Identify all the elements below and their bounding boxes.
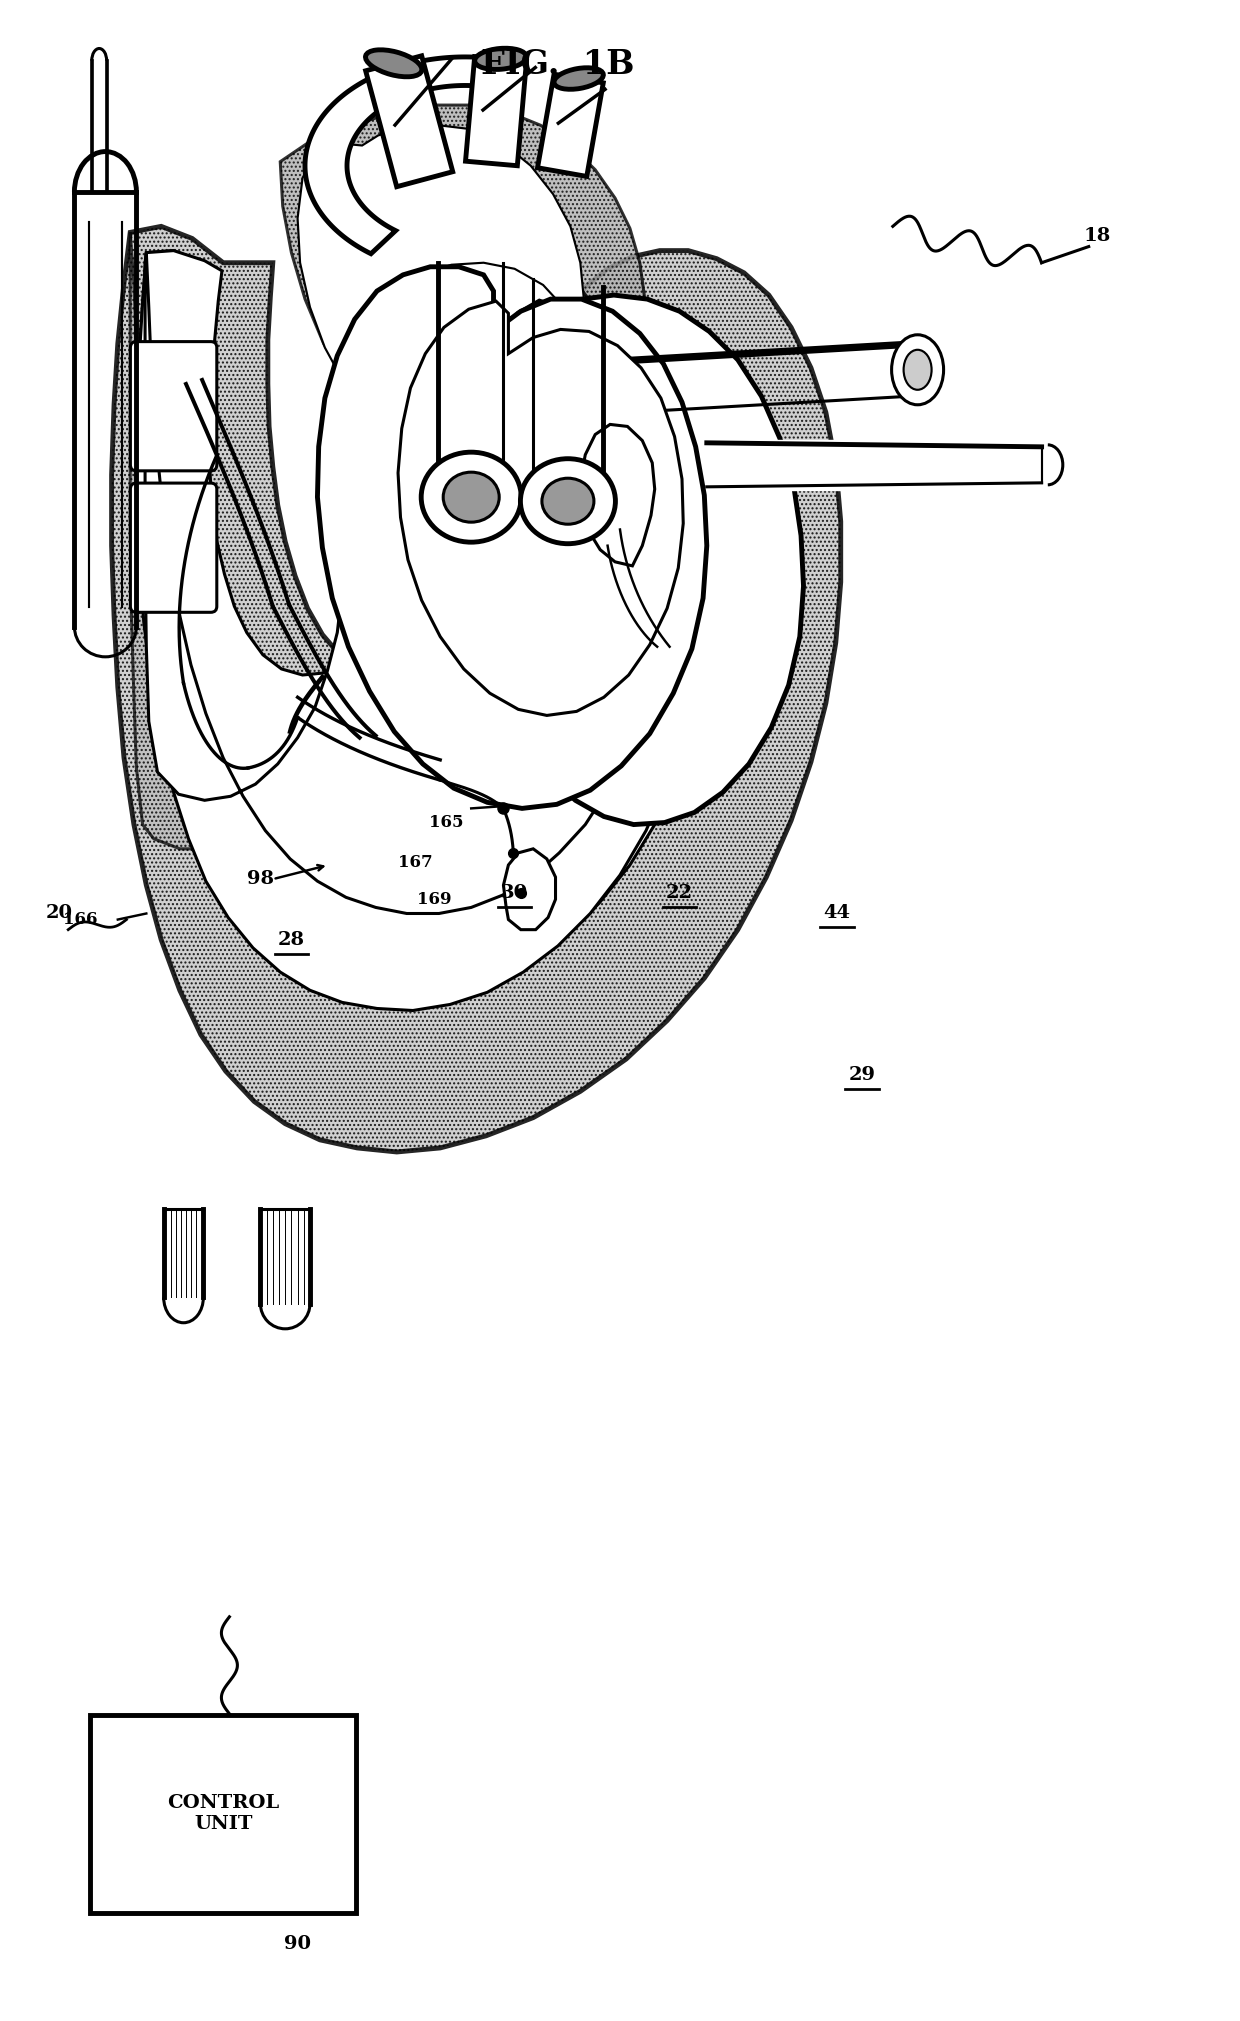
Text: 90: 90 [284, 1936, 311, 1952]
Polygon shape [458, 295, 804, 825]
Polygon shape [136, 251, 703, 1010]
Ellipse shape [422, 453, 521, 542]
Ellipse shape [542, 479, 594, 523]
Polygon shape [298, 125, 584, 461]
Polygon shape [317, 267, 707, 808]
Polygon shape [537, 75, 604, 176]
Ellipse shape [475, 49, 527, 69]
Polygon shape [145, 253, 652, 913]
Text: 28: 28 [278, 932, 305, 948]
Ellipse shape [443, 473, 500, 521]
Text: FIG.  1B: FIG. 1B [481, 49, 635, 81]
Polygon shape [377, 263, 593, 548]
Polygon shape [305, 57, 515, 255]
Ellipse shape [554, 69, 604, 89]
Ellipse shape [366, 51, 422, 77]
Polygon shape [503, 849, 556, 930]
Polygon shape [580, 424, 655, 566]
Polygon shape [136, 251, 717, 998]
Text: 29: 29 [848, 1067, 875, 1083]
FancyBboxPatch shape [91, 1716, 356, 1912]
Text: 20: 20 [46, 905, 73, 922]
Text: 166: 166 [63, 911, 98, 928]
Text: 44: 44 [823, 905, 851, 922]
Ellipse shape [521, 459, 615, 544]
Polygon shape [112, 226, 841, 1152]
FancyBboxPatch shape [130, 342, 217, 471]
Text: 22: 22 [666, 885, 693, 901]
Polygon shape [280, 105, 645, 487]
FancyBboxPatch shape [130, 483, 217, 612]
Text: 18: 18 [1084, 228, 1111, 245]
Ellipse shape [904, 350, 931, 390]
Text: 167: 167 [398, 855, 433, 871]
Text: CONTROL
UNIT: CONTROL UNIT [167, 1795, 279, 1833]
Polygon shape [353, 243, 622, 584]
Polygon shape [398, 301, 683, 715]
Text: 165: 165 [429, 814, 464, 831]
Text: 169: 169 [417, 891, 451, 907]
Polygon shape [465, 57, 527, 166]
Text: 30: 30 [501, 885, 528, 901]
Ellipse shape [892, 335, 944, 404]
Text: 98: 98 [247, 871, 274, 887]
Polygon shape [130, 232, 686, 944]
Polygon shape [366, 57, 453, 186]
